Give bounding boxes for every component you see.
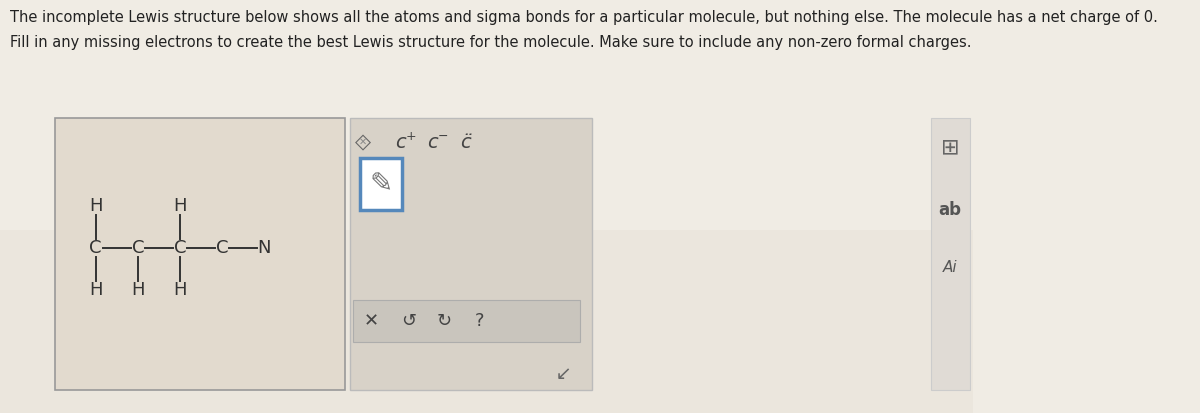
Text: ✕: ✕: [359, 137, 367, 147]
Bar: [354, 300, 581, 342]
Text: ↗: ↗: [551, 363, 568, 382]
Text: ↻: ↻: [437, 312, 452, 330]
Text: H: H: [89, 197, 102, 215]
Text: H: H: [89, 281, 102, 299]
Bar: [360, 158, 402, 210]
Text: c̈: c̈: [460, 133, 470, 152]
Text: Ai: Ai: [943, 261, 958, 275]
Text: ↺: ↺: [401, 312, 416, 330]
Text: H: H: [173, 197, 187, 215]
Text: C: C: [132, 239, 144, 257]
Text: The incomplete Lewis structure below shows all the atoms and sigma bonds for a p: The incomplete Lewis structure below sho…: [10, 10, 1158, 25]
Text: ✕: ✕: [364, 312, 379, 330]
Text: c: c: [395, 133, 406, 152]
Text: H: H: [131, 281, 144, 299]
Text: +: +: [406, 130, 416, 142]
Text: −: −: [438, 130, 449, 142]
Text: Fill in any missing electrons to create the best Lewis structure for the molecul: Fill in any missing electrons to create …: [10, 35, 971, 50]
Text: C: C: [216, 239, 228, 257]
Text: N: N: [258, 239, 271, 257]
Bar: [350, 118, 592, 390]
Text: ◇: ◇: [355, 132, 371, 152]
Text: H: H: [173, 281, 187, 299]
Text: ?: ?: [475, 312, 485, 330]
Text: ⊞: ⊞: [941, 138, 960, 158]
Text: C: C: [90, 239, 102, 257]
Text: C: C: [174, 239, 186, 257]
Text: c: c: [427, 133, 438, 152]
Text: ab: ab: [938, 201, 961, 219]
Text: ✎: ✎: [370, 170, 392, 198]
Bar: [55, 118, 346, 390]
Bar: [931, 118, 970, 390]
FancyBboxPatch shape: [0, 230, 973, 413]
